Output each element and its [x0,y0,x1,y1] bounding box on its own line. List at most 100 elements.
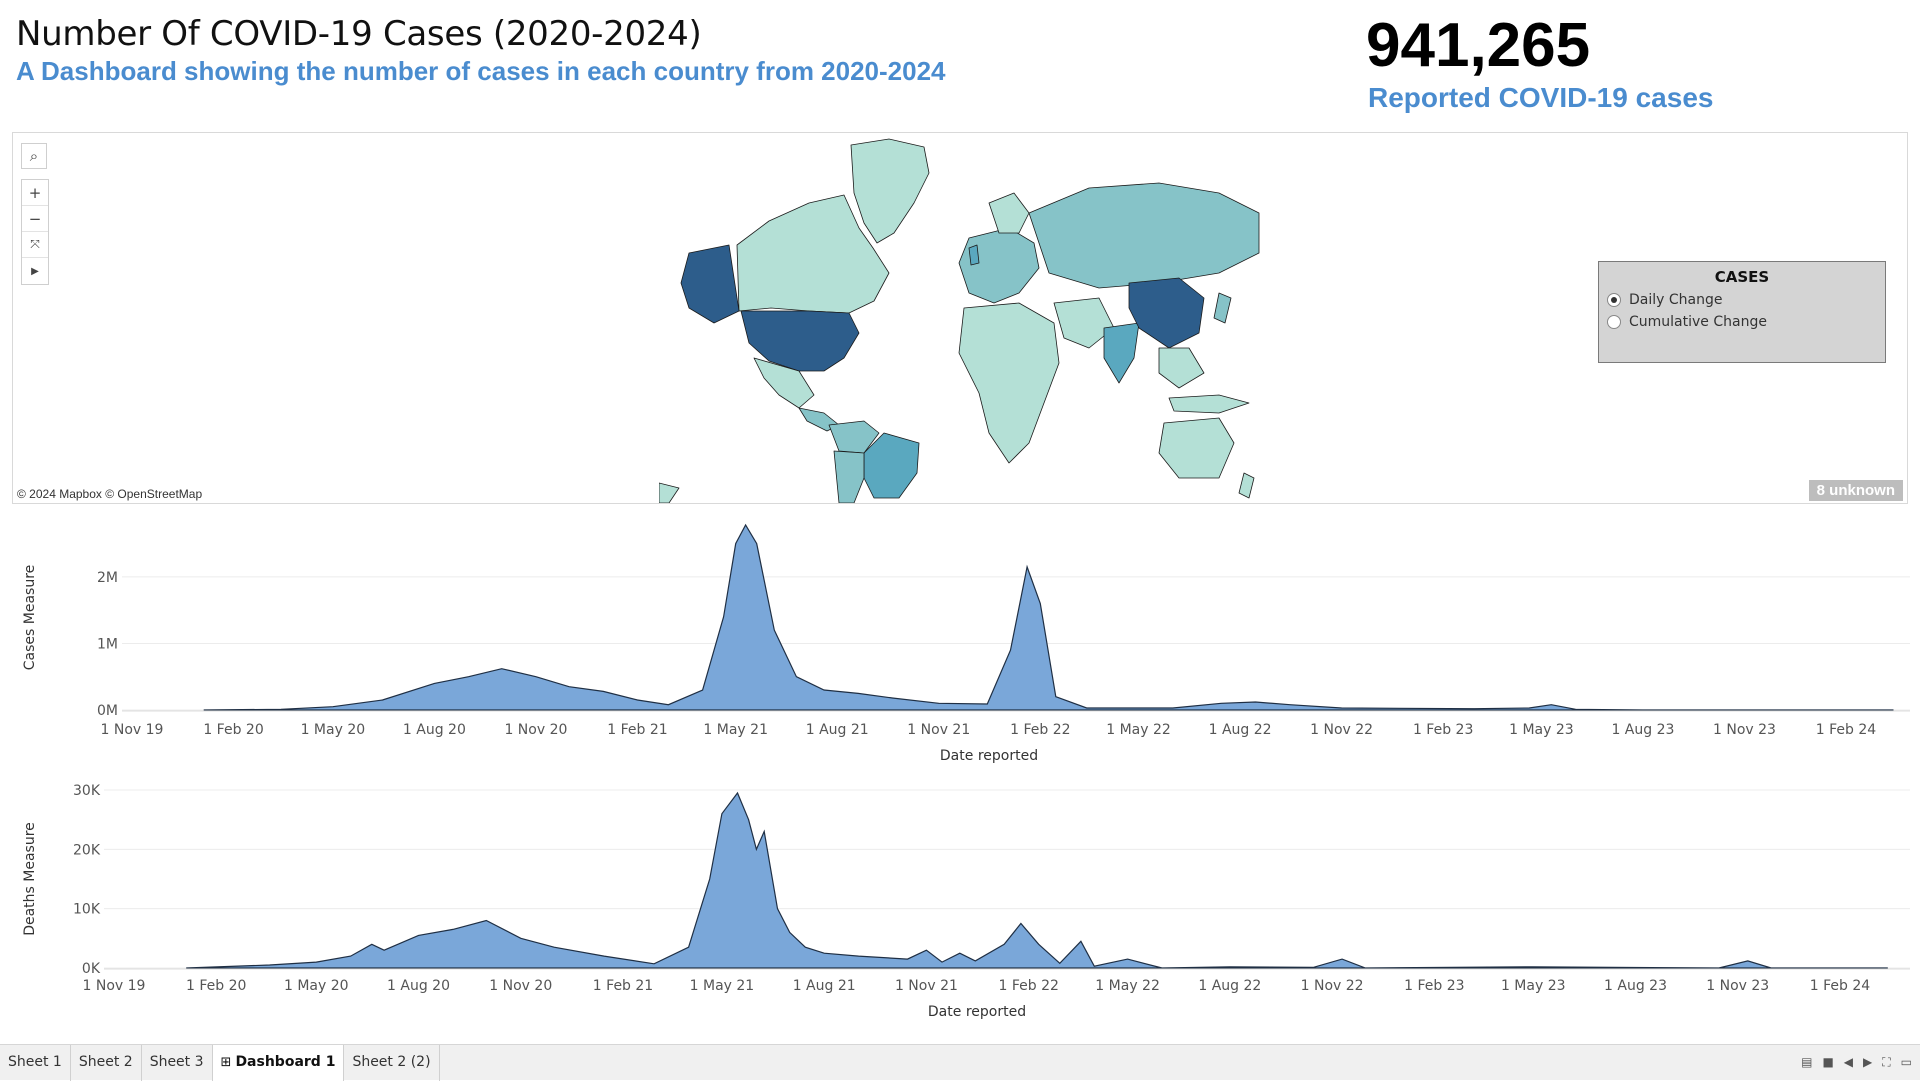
unknown-badge[interactable]: 8 unknown [1808,480,1903,501]
tab-sheet-3[interactable]: Sheet 3 [142,1045,213,1081]
x-tick-label: 1 Aug 20 [387,978,450,994]
x-tick-label: 1 May 21 [690,978,755,994]
y-tick-label: 0K [82,961,101,977]
map-region-uk [968,244,980,266]
prev-sheet-icon[interactable]: ◀ [1843,1055,1854,1069]
presentation-icon[interactable]: ▭ [1900,1055,1912,1069]
y-tick-label: 2M [97,570,118,586]
deaths-chart-svg[interactable]: 30K 20K 10K 0K1 Nov 19 1 Feb 20 1 May 20 1 Aug… [0,780,1920,1040]
film-strip-icon[interactable]: ▤ [1801,1055,1813,1069]
cases-legend: CASES Daily Change Cumulative Change [1598,261,1886,363]
zoom-in-icon[interactable]: + [22,180,48,206]
y-axis-title: Cases Measure [22,565,38,671]
zoom-out-icon[interactable]: − [22,206,48,232]
map-region-middle-east [1053,297,1115,349]
x-tick-label: 1 Feb 22 [998,978,1058,994]
map-region-andes [833,450,865,503]
search-icon[interactable]: ⌕ [21,143,47,169]
page-subtitle: A Dashboard showing the number of cases … [16,56,946,86]
tab-dashboard-1[interactable]: ⊞ Dashboard 1 [212,1045,345,1081]
x-tick-label: 1 Nov 20 [504,722,567,738]
map-region-colombia-venezuela [828,420,880,454]
radio-cumulative[interactable] [1607,315,1621,329]
tabbar-controls: ▤ ■ ◀ ▶ ⛶ ▭ [1801,1055,1912,1070]
x-tick-label: 1 Nov 23 [1713,722,1776,738]
legend-option-cumulative[interactable]: Cumulative Change [1607,314,1885,330]
x-tick-label: 1 Aug 23 [1604,978,1667,994]
map-region-india [1103,322,1140,384]
x-tick-label: 1 Aug 22 [1198,978,1261,994]
tab-sheet-2-copy[interactable]: Sheet 2 (2) [344,1045,440,1081]
x-tick-label: 1 Nov 23 [1706,978,1769,994]
x-tick-label: 1 Feb 23 [1404,978,1464,994]
y-tick-label: 20K [73,842,101,858]
map-region-antarctic-edge [659,482,680,503]
x-tick-label: 1 Feb 21 [593,978,653,994]
cases-chart-svg[interactable]: 2M 1M 0M 1 Nov 19 1 Feb 20 1 May 20 1 Aug 20 1 … [0,520,1920,770]
x-tick-label: 1 Feb 23 [1413,722,1473,738]
world-map[interactable] [659,133,1263,503]
x-tick-label: 1 Nov 21 [895,978,958,994]
deaths-chart[interactable]: 30K 20K 10K 0K 1 Nov 19 1 Feb 20 1 May 20 1 Aug… [0,780,1920,1040]
map-region-russia [1028,182,1260,289]
kpi-value: 941,265 [1366,11,1591,80]
cases-chart[interactable]: 2M 1M 0M 1 Nov 19 1 Feb 20 1 May 20 1 Aug 20 1 … [0,520,1920,770]
x-tick-label: 1 Nov 19 [101,722,164,738]
tab-sheet-2[interactable]: Sheet 2 [71,1045,142,1081]
reset-icon[interactable]: ⤧ [22,232,48,258]
x-tick-label: 1 Nov 20 [489,978,552,994]
x-tick-label: 1 May 21 [703,722,768,738]
x-tick-label: 1 May 22 [1106,722,1171,738]
map-region-alaska [680,244,740,324]
x-axis-title: Date reported [940,748,1038,764]
x-tick-label: 1 Feb 20 [186,978,246,994]
x-tick-label: 1 Aug 23 [1611,722,1674,738]
x-tick-label: 1 Feb 24 [1810,978,1871,994]
page-title: Number Of COVID-19 Cases (2020-2024) [16,14,702,54]
x-tick-label: 1 May 20 [301,722,366,738]
map-region-china [1128,277,1205,349]
x-tick-label: 1 Nov 21 [907,722,970,738]
next-sheet-icon[interactable]: ▶ [1863,1055,1873,1069]
series-area [186,791,1888,969]
x-tick-label: 1 Aug 21 [793,978,856,994]
x-tick-label: 1 Feb 24 [1816,722,1877,738]
tab-sheet-1[interactable]: Sheet 1 [0,1045,71,1081]
x-tick-label: 1 Feb 20 [203,722,263,738]
dashboard-icon: ⊞ [220,1055,232,1070]
map-region-southeast-asia [1158,347,1205,389]
map-region-indonesia [1168,394,1250,414]
map-region-canada [736,194,890,314]
play-icon[interactable]: ▶ [22,258,48,284]
x-axis-title: Date reported [928,1004,1026,1020]
map-attribution: © 2024 Mapbox © OpenStreetMap [17,487,203,501]
tile-icon[interactable]: ■ [1822,1055,1834,1069]
x-tick-label: 1 Nov 22 [1310,722,1373,738]
map-panel[interactable]: ⌕ + − ⤧ ▶ [12,132,1908,504]
legend-option-label: Cumulative Change [1629,314,1767,330]
x-tick-label: 1 Nov 22 [1301,978,1364,994]
map-region-scandinavia [988,192,1030,234]
x-tick-label: 1 May 23 [1501,978,1566,994]
map-region-new-zealand [1238,472,1255,499]
legend-option-daily[interactable]: Daily Change [1607,292,1885,308]
radio-daily[interactable] [1607,293,1621,307]
series-area [203,523,1894,711]
y-tick-label: 30K [73,783,101,799]
x-tick-label: 1 Feb 21 [607,722,667,738]
map-region-australia [1158,417,1235,479]
sheet-tab-bar: Sheet 1 Sheet 2 Sheet 3 ⊞ Dashboard 1 She… [0,1044,1920,1081]
x-tick-label: 1 Aug 20 [403,722,466,738]
x-tick-label: 1 Feb 22 [1010,722,1070,738]
x-tick-label: 1 May 23 [1509,722,1574,738]
fullscreen-icon[interactable]: ⛶ [1882,1055,1891,1069]
x-tick-label: 1 Aug 22 [1209,722,1272,738]
map-region-greenland [850,138,930,244]
map-toolbar: ⌕ + − ⤧ ▶ [21,143,49,285]
legend-option-label: Daily Change [1629,292,1723,308]
y-tick-label: 0M [97,703,118,719]
map-region-japan [1213,292,1232,324]
x-tick-label: 1 Nov 19 [83,978,146,994]
legend-title: CASES [1714,268,1770,286]
x-tick-label: 1 May 20 [284,978,349,994]
